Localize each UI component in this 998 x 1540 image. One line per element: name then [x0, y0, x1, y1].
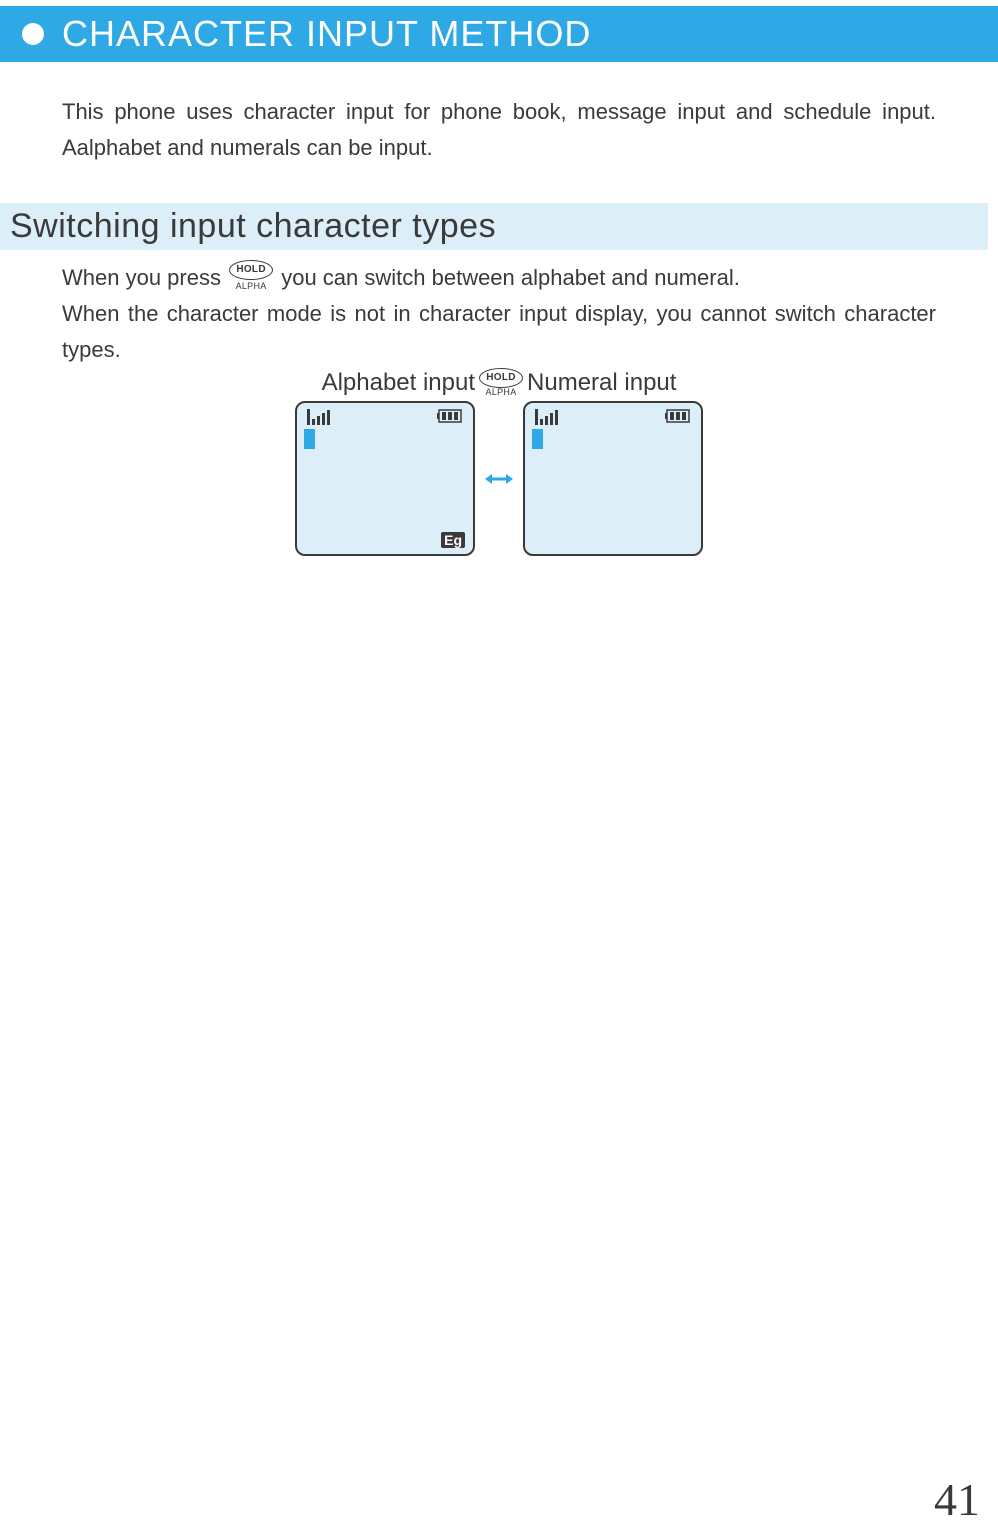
section-heading: Switching input character types: [0, 203, 998, 250]
section-body: When you press HOLD ALPHA you can switch…: [62, 260, 936, 369]
cursor-icon: [532, 429, 543, 449]
hold-alpha-key-icon: HOLD ALPHA: [479, 368, 523, 397]
hold-key-bottom: ALPHA: [486, 387, 517, 397]
intro-paragraph: This phone uses character input for phon…: [62, 94, 936, 167]
page-number: 41: [934, 1473, 980, 1526]
section-text-part1: When you press: [62, 265, 227, 290]
hold-alpha-key-icon: HOLD ALPHA: [229, 260, 273, 294]
hold-key-bottom: ALPHA: [236, 279, 267, 294]
hold-key-top: HOLD: [479, 368, 523, 388]
numeral-screen: [523, 401, 703, 556]
cursor-icon: [304, 429, 315, 449]
battery-icon: [437, 409, 463, 423]
double-arrow-icon: [485, 472, 513, 486]
diagram-labels: Alphabet input HOLD ALPHA Numeral input: [322, 368, 677, 397]
eg-badge: Eg: [441, 532, 465, 548]
alphabet-input-label: Alphabet input: [322, 369, 475, 397]
signal-icon: [535, 409, 559, 425]
page-title-bar: CHARACTER INPUT METHOD: [0, 6, 998, 62]
title-bullet: [22, 23, 44, 45]
signal-icon: [307, 409, 331, 425]
battery-icon: [665, 409, 691, 423]
diagram-screens-row: Eg: [295, 401, 703, 556]
page-title: CHARACTER INPUT METHOD: [62, 13, 591, 55]
diagram-container: Alphabet input HOLD ALPHA Numeral input: [0, 368, 998, 556]
hold-key-top: HOLD: [229, 260, 273, 280]
section-text-part3: When the character mode is not in charac…: [62, 296, 936, 369]
section-text-part2: you can switch between alphabet and nume…: [281, 265, 740, 290]
numeral-input-label: Numeral input: [527, 369, 676, 397]
alphabet-screen: Eg: [295, 401, 475, 556]
